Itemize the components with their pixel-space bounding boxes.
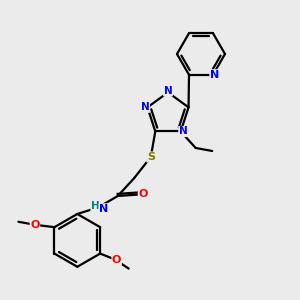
Text: O: O bbox=[112, 255, 122, 265]
Text: N: N bbox=[210, 70, 219, 80]
Text: S: S bbox=[147, 152, 155, 162]
Text: N: N bbox=[179, 127, 188, 136]
Text: O: O bbox=[138, 190, 148, 200]
Text: N: N bbox=[99, 204, 108, 214]
Text: N: N bbox=[164, 86, 172, 96]
Text: H: H bbox=[91, 201, 100, 211]
Text: O: O bbox=[30, 220, 40, 230]
Text: N: N bbox=[141, 102, 149, 112]
